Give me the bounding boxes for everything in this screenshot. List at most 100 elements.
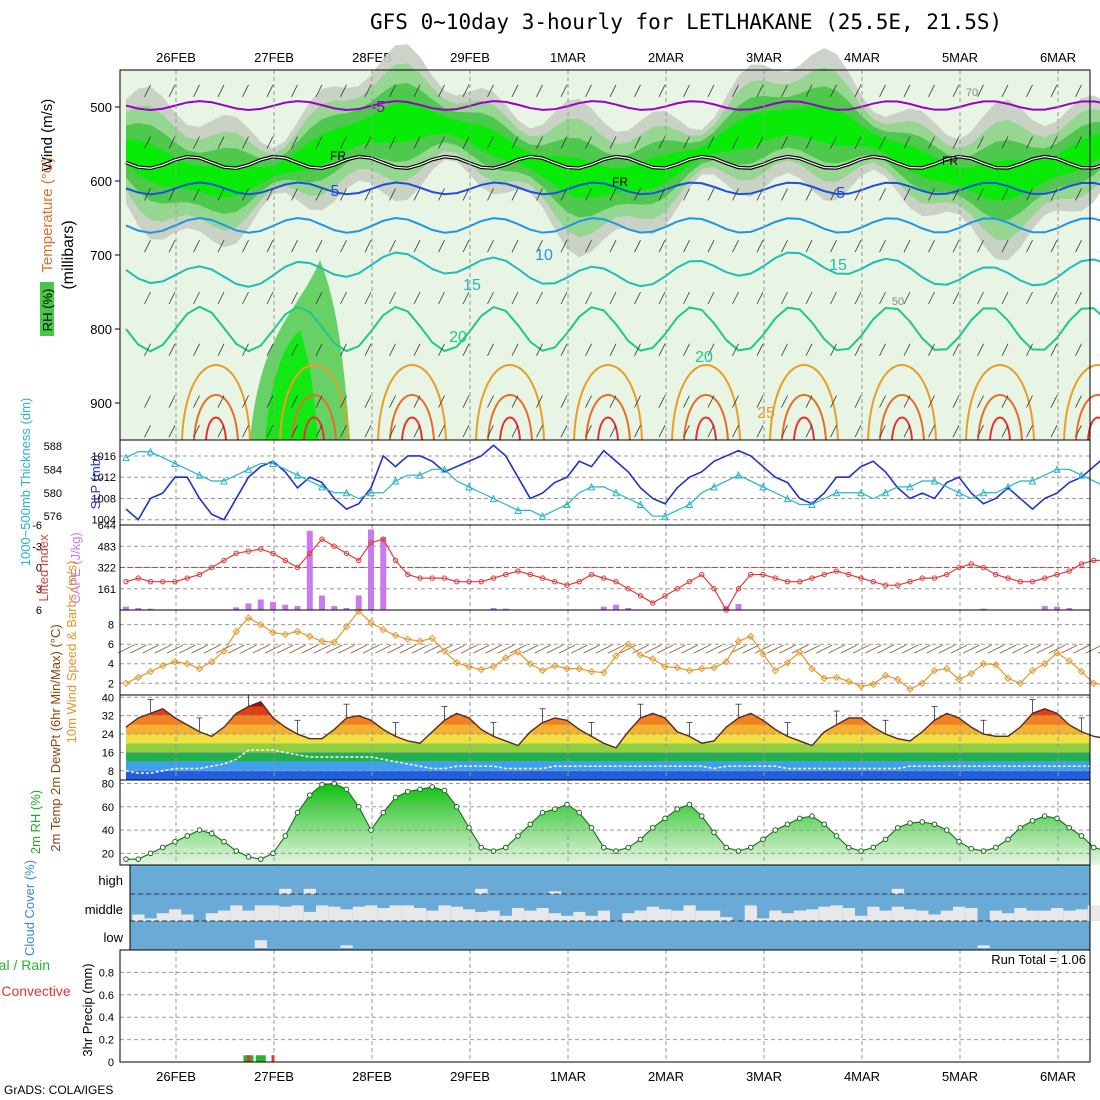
cloud-layer-label: low bbox=[103, 930, 123, 945]
wind-barb-10m bbox=[730, 644, 747, 654]
wind-speed-marker bbox=[857, 682, 865, 690]
cape-bar bbox=[1054, 606, 1060, 610]
wind-barb bbox=[707, 84, 715, 97]
wind-speed-marker bbox=[159, 661, 167, 670]
rh-tick-label: 80 bbox=[102, 778, 114, 790]
thickness-marker bbox=[857, 488, 865, 497]
thickness-marker bbox=[906, 482, 914, 491]
wind-speed-marker bbox=[134, 673, 142, 682]
lifted-index-marker bbox=[282, 557, 288, 564]
wind-speed-marker bbox=[783, 659, 792, 667]
wind-tick-label: 6 bbox=[108, 639, 114, 651]
wind-barb-10m bbox=[289, 644, 306, 654]
wind-barb bbox=[144, 395, 151, 408]
cloud-bar-middle bbox=[806, 909, 819, 921]
cape-tick-label: 644 bbox=[98, 520, 116, 532]
wind-barb bbox=[1050, 291, 1058, 305]
wind-barb bbox=[879, 84, 886, 97]
temperature-contour-10 bbox=[125, 216, 1100, 234]
cloud-layer-label: middle bbox=[85, 902, 123, 917]
cloud-bar-middle bbox=[1026, 910, 1039, 921]
wind-barb bbox=[805, 240, 813, 253]
cloud-bar-middle bbox=[622, 913, 635, 921]
wind-barb bbox=[389, 291, 396, 305]
wind-barb bbox=[217, 240, 225, 253]
slp-tick-label: 1004 bbox=[92, 515, 116, 527]
temp-tick-label: 32 bbox=[102, 711, 114, 723]
cloud-bar-middle bbox=[585, 915, 598, 921]
wind-barb-10m bbox=[669, 644, 686, 654]
wind-barb bbox=[707, 395, 715, 408]
wind-speed-marker bbox=[183, 660, 191, 668]
temperature-contour-25 bbox=[965, 364, 1035, 441]
wind-barb bbox=[291, 343, 298, 356]
wind-tick-label: 8 bbox=[108, 620, 114, 632]
wind-barb bbox=[609, 291, 617, 305]
wind-barb-10m bbox=[987, 644, 1004, 654]
wind-tick-label: 2 bbox=[108, 678, 114, 690]
wind-barb bbox=[879, 136, 886, 149]
wind-speed-marker bbox=[722, 658, 730, 666]
wind-barb-10m bbox=[644, 644, 661, 654]
contour-label: -5 bbox=[831, 185, 845, 202]
wind-barb bbox=[242, 343, 249, 356]
wind-barb bbox=[413, 291, 421, 305]
wind-barb bbox=[413, 425, 421, 438]
lifted-index-marker bbox=[772, 575, 778, 581]
wind-barb-10m bbox=[436, 644, 453, 654]
wind-barb bbox=[781, 343, 788, 356]
contour-label: 5 bbox=[331, 183, 340, 200]
wind-speed-marker bbox=[318, 637, 326, 645]
wind-barb-10m bbox=[497, 644, 514, 654]
slp-line bbox=[125, 444, 1100, 521]
wind-speed-marker bbox=[416, 637, 424, 645]
wind-barb bbox=[609, 136, 617, 149]
lifted-index-line bbox=[125, 538, 1100, 612]
wind-barb-10m bbox=[264, 644, 282, 654]
wind-barb-10m bbox=[179, 644, 196, 654]
cloud-bar-middle bbox=[830, 905, 843, 921]
temp-band bbox=[126, 724, 1090, 735]
wind-barb bbox=[168, 84, 176, 97]
temperature-contour--5 bbox=[125, 100, 1100, 111]
wind-barb bbox=[144, 188, 151, 201]
rh-marker bbox=[600, 844, 607, 851]
thickness-marker bbox=[563, 500, 571, 508]
wind-barb-10m bbox=[448, 644, 465, 654]
wind-barb bbox=[634, 240, 641, 253]
cape-bar bbox=[380, 537, 387, 610]
contour-label: 20 bbox=[695, 349, 713, 366]
rh-marker bbox=[343, 786, 350, 793]
wind-speed-marker bbox=[244, 614, 253, 622]
temperature-contour-35 bbox=[695, 416, 717, 441]
wind-barb-10m bbox=[117, 644, 135, 654]
wind-barb-10m bbox=[313, 644, 331, 654]
thickness-marker bbox=[685, 500, 694, 508]
lifted-index-marker bbox=[625, 586, 631, 592]
wind-barb bbox=[683, 395, 690, 408]
lifted-index-marker bbox=[564, 582, 570, 588]
wind-barb bbox=[487, 425, 494, 438]
slp-tick-label: 1012 bbox=[92, 472, 116, 484]
cloud-bar-high bbox=[475, 888, 488, 894]
wind-speed-marker bbox=[1053, 649, 1061, 657]
cape-bar bbox=[257, 599, 264, 610]
wind-barb-10m bbox=[803, 644, 821, 654]
wind-barb bbox=[1026, 291, 1033, 305]
wind-barb bbox=[389, 425, 396, 438]
wind-barb bbox=[879, 395, 886, 408]
wind-barb bbox=[658, 136, 666, 149]
y-tick-label: 900 bbox=[90, 396, 112, 411]
wind-barb bbox=[1050, 136, 1058, 149]
temp-band bbox=[126, 734, 1090, 744]
wind-barb bbox=[242, 240, 249, 253]
wind-barb bbox=[903, 343, 911, 356]
cloud-bar-middle bbox=[340, 909, 353, 921]
wind-barb bbox=[560, 395, 568, 408]
rh-marker bbox=[968, 845, 975, 852]
lifted-index-marker bbox=[184, 575, 190, 581]
rh-marker bbox=[306, 792, 313, 798]
cloud-bar-middle bbox=[156, 913, 169, 921]
wind-barb bbox=[634, 188, 641, 201]
wind-barb bbox=[193, 343, 200, 356]
